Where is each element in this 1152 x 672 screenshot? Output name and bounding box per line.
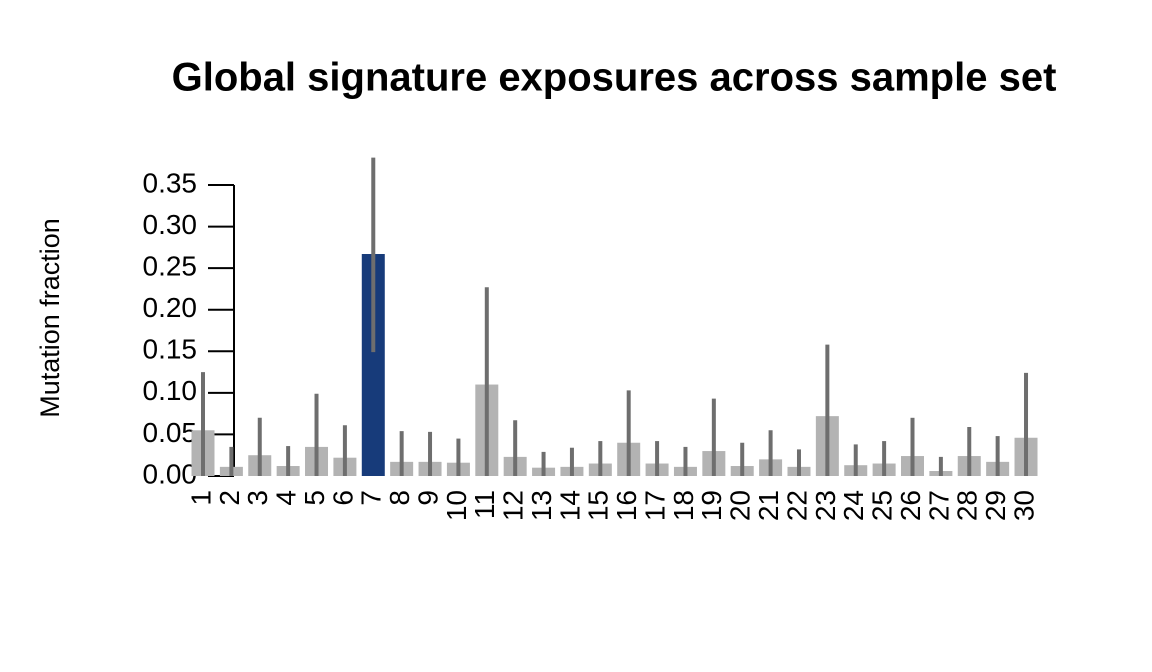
y-tick-label: 0.05 [143, 417, 198, 448]
x-tick-label: 1 [185, 490, 216, 506]
x-tick-label: 4 [271, 490, 302, 506]
x-tick-label: 19 [696, 490, 727, 521]
x-tick-label: 9 [412, 490, 443, 506]
x-tick-label: 28 [952, 490, 983, 521]
x-tick-label: 23 [810, 490, 841, 521]
x-tick-label: 26 [895, 490, 926, 521]
x-tick-label: 14 [554, 490, 585, 521]
x-tick-label: 6 [327, 490, 358, 506]
y-tick-label: 0.20 [143, 292, 198, 323]
y-axis-label: Mutation fraction [35, 218, 65, 418]
y-tick-label: 0.35 [143, 167, 198, 198]
x-tick-label: 30 [1008, 490, 1039, 521]
x-tick-label: 17 [639, 490, 670, 521]
y-tick-label: 0.10 [143, 375, 198, 406]
x-tick-label: 21 [753, 490, 784, 521]
x-tick-label: 2 [214, 490, 245, 506]
x-tick-label: 13 [526, 490, 557, 521]
x-tick-label: 3 [242, 490, 273, 506]
x-tick-label: 20 [725, 490, 756, 521]
x-tick-label: 29 [980, 490, 1011, 521]
x-tick-label: 24 [838, 490, 869, 521]
x-tick-label: 7 [356, 490, 387, 506]
x-tick-label: 22 [781, 490, 812, 521]
bar [361, 254, 385, 476]
x-tick-label: 10 [441, 490, 472, 521]
x-tick-label: 27 [923, 490, 954, 521]
x-tick-label: 15 [583, 490, 614, 521]
x-tick-label: 5 [299, 490, 330, 506]
y-tick-label: 0.15 [143, 334, 198, 365]
y-tick-label: 0.30 [143, 209, 198, 240]
x-tick-label: 12 [498, 490, 529, 521]
x-tick-label: 18 [668, 490, 699, 521]
x-tick-label: 8 [384, 490, 415, 506]
chart-title: Global signature exposures across sample… [172, 56, 1057, 100]
x-tick-label: 25 [867, 490, 898, 521]
x-tick-label: 16 [611, 490, 642, 521]
y-tick-label: 0.00 [143, 458, 198, 489]
y-tick-label: 0.25 [143, 251, 198, 282]
x-tick-label: 11 [469, 490, 500, 519]
